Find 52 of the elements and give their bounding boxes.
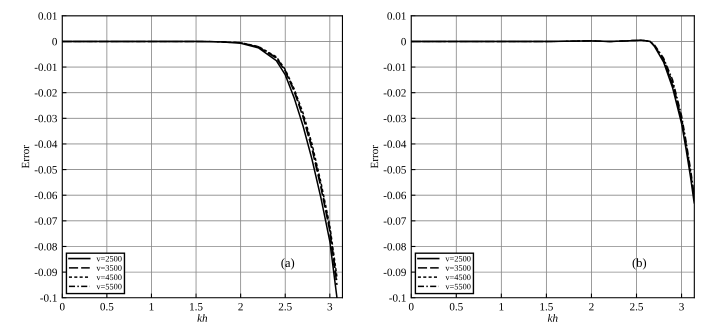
legend-label: v=2500 [96, 256, 122, 262]
annotation: (b) [632, 258, 646, 270]
x-tick-label: 1 [500, 302, 504, 310]
y-tick-label: -0.01 [34, 64, 57, 72]
y-tick-label: -0.05 [34, 166, 57, 174]
y-tick-label: -0.06 [384, 192, 406, 200]
x-tick-label: 0.5 [100, 302, 114, 310]
annotation: (a) [281, 258, 294, 270]
x-tick-label: 2.5 [630, 302, 644, 310]
y-tick-label: 0 [401, 38, 406, 46]
legend-label: v=4500 [445, 274, 471, 280]
y-tick-label: -0.02 [34, 89, 57, 97]
x-tick-label: 0.5 [450, 302, 463, 310]
y-tick-label: 0.01 [387, 12, 406, 20]
x-tick-label: 2.5 [278, 302, 292, 310]
y-axis-title: Error [370, 145, 378, 168]
y-tick-label: -0.07 [34, 217, 58, 225]
y-tick-label: -0.1 [40, 294, 57, 302]
y-tick-label: -0.1 [389, 294, 406, 302]
y-tick-label: -0.01 [384, 64, 406, 72]
y-tick-label: -0.09 [34, 268, 57, 276]
y-tick-label: -0.03 [384, 114, 406, 122]
y-tick-label: -0.02 [384, 89, 406, 97]
y-tick-label: -0.04 [34, 140, 58, 148]
legend-label: v=4500 [96, 274, 122, 280]
y-tick-label: -0.08 [34, 242, 57, 250]
legend-label: v=3500 [96, 265, 122, 271]
legend-label: v=5500 [96, 284, 122, 290]
x-axis-title: kh [548, 314, 558, 322]
y-tick-label: -0.09 [384, 268, 406, 276]
x-tick-label: 1.5 [540, 302, 553, 310]
x-tick-label: 1 [150, 302, 154, 310]
y-tick-label: -0.08 [384, 242, 406, 250]
legend-label: v=2500 [445, 256, 471, 262]
x-tick-label: 3 [328, 302, 332, 310]
x-axis-title: kh [197, 314, 208, 322]
x-tick-label: 1.5 [190, 302, 203, 310]
y-tick-label: -0.06 [34, 192, 58, 200]
x-tick-label: 0 [408, 302, 414, 310]
x-tick-label: 2 [238, 302, 243, 310]
x-tick-label: 3 [679, 302, 684, 310]
x-tick-label: 0 [60, 302, 65, 310]
x-tick-label: 2 [589, 302, 594, 310]
y-tick-label: -0.04 [384, 140, 406, 148]
y-tick-label: -0.07 [384, 217, 406, 225]
y-tick-label: 0.01 [38, 12, 57, 20]
legend-label: v=5500 [445, 284, 471, 290]
legend-label: v=3500 [445, 265, 471, 271]
y-tick-label: -0.05 [384, 166, 406, 174]
y-tick-label: -0.03 [34, 114, 57, 122]
y-axis-title: Error [22, 145, 30, 168]
y-tick-label: 0 [52, 38, 57, 46]
